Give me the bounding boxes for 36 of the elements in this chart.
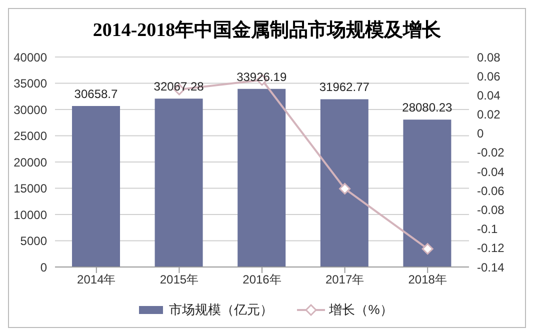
y2-tick-label: -0.08 <box>477 202 505 217</box>
data-label: 28080.23 <box>402 100 453 115</box>
x-tick-label: 2017年 <box>325 272 364 287</box>
point <box>422 243 434 255</box>
y2-tick-label: 0.08 <box>477 50 501 64</box>
y-tick-label: 15000 <box>14 182 48 196</box>
y-tick-label: 20000 <box>14 155 48 170</box>
data-label: 31962.77 <box>319 80 370 94</box>
y2-tick-label: -0.06 <box>477 184 505 198</box>
x-tick-label: 2014年 <box>77 272 116 287</box>
y2-tick-label: -0.04 <box>477 164 505 179</box>
legend-label: 市场规模（亿元） <box>169 301 274 319</box>
y2-tick-label: 0.06 <box>477 69 501 84</box>
y-tick-label: 30000 <box>14 102 48 117</box>
x-tick-label: 2018年 <box>408 272 447 287</box>
legend-label: 增长（%） <box>329 301 393 319</box>
y2-tick-label: -0.1 <box>477 222 498 236</box>
point <box>339 182 351 194</box>
y2-tick-label: -0.14 <box>477 260 505 274</box>
y2-tick-label: 0.04 <box>477 88 501 102</box>
y2-tick-label: -0.02 <box>477 146 505 160</box>
y-tick-label: 5000 <box>20 234 48 248</box>
y2-tick-label: 0.02 <box>477 108 501 122</box>
y-tick-label: 40000 <box>14 50 48 64</box>
data-label: 30658.7 <box>74 87 118 102</box>
data-label: 33926.19 <box>236 70 287 84</box>
y2-tick-label: 0 <box>477 126 484 141</box>
chart-title: 2014-2018年中国金属制品市场规模及增长 <box>92 18 442 43</box>
y-tick-label: 0 <box>40 260 48 274</box>
y-tick-label: 35000 <box>14 76 48 91</box>
x-tick-label: 2016年 <box>242 272 282 287</box>
y-tick-label: 10000 <box>14 208 48 222</box>
y2-tick-label: -0.12 <box>477 241 505 256</box>
x-tick-label: 2015年 <box>160 272 199 287</box>
data-label: 32067.28 <box>154 80 204 94</box>
y-tick-label: 25000 <box>14 129 48 144</box>
